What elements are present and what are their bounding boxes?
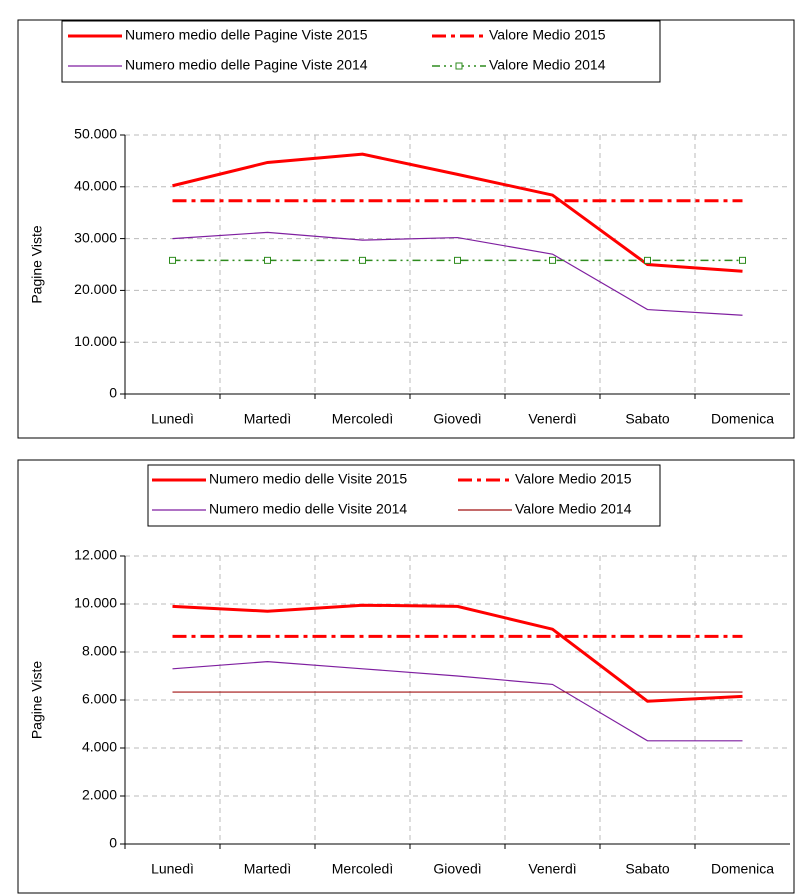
legend-label: Valore Medio 2014	[489, 57, 606, 73]
chart-frame	[17, 19, 795, 439]
y-tick-label: 0	[109, 385, 117, 401]
legend-label: Valore Medio 2015	[515, 471, 632, 487]
y-tick-label: 2.000	[82, 787, 117, 803]
series-line	[172, 231, 743, 316]
y-tick-label: 12.000	[74, 547, 117, 563]
series-line	[172, 660, 743, 742]
x-tick-label: Domenica	[711, 861, 774, 877]
y-tick-label: 40.000	[74, 178, 117, 194]
x-tick-label: Venerdì	[528, 861, 576, 877]
legend-label: Numero medio delle Pagine Viste 2015	[125, 27, 368, 43]
legend-label: Valore Medio 2015	[489, 27, 606, 43]
x-tick-label: Sabato	[625, 411, 670, 427]
x-tick-label: Mercoledì	[332, 411, 393, 427]
x-tick-label: Giovedì	[433, 411, 481, 427]
y-tick-label: 50.000	[74, 126, 117, 142]
y-tick-label: 10.000	[74, 333, 117, 349]
legend-marker	[455, 62, 463, 70]
y-axis-label: Pagine Viste	[29, 225, 45, 304]
y-tick-label: 6.000	[82, 691, 117, 707]
y-axis-label: Pagine Viste	[29, 661, 45, 740]
y-tick-label: 20.000	[74, 281, 117, 297]
series-line	[172, 603, 743, 703]
series-marker	[739, 256, 746, 264]
legend-box	[147, 464, 661, 527]
y-tick-label: 4.000	[82, 739, 117, 755]
legend-label: Valore Medio 2014	[515, 501, 632, 517]
chart-frame	[17, 459, 795, 894]
x-tick-label: Giovedì	[433, 861, 481, 877]
y-tick-label: 30.000	[74, 229, 117, 245]
series-marker	[454, 256, 461, 264]
series-line	[172, 152, 743, 273]
series-marker	[359, 256, 366, 264]
x-tick-label: Martedì	[244, 411, 291, 427]
y-tick-label: 10.000	[74, 595, 117, 611]
x-tick-label: Mercoledì	[332, 861, 393, 877]
x-tick-label: Martedì	[244, 861, 291, 877]
legend-label: Numero medio delle Visite 2014	[209, 501, 407, 517]
legend-label: Numero medio delle Visite 2015	[209, 471, 407, 487]
series-marker	[644, 256, 651, 264]
x-tick-label: Domenica	[711, 411, 774, 427]
x-tick-label: Lunedì	[151, 411, 194, 427]
x-tick-label: Lunedì	[151, 861, 194, 877]
legend-label: Numero medio delle Pagine Viste 2014	[125, 57, 368, 73]
y-tick-label: 0	[109, 835, 117, 851]
series-marker	[549, 256, 556, 264]
legend-box	[61, 20, 661, 83]
x-tick-label: Sabato	[625, 861, 670, 877]
series-marker	[264, 256, 271, 264]
y-tick-label: 8.000	[82, 643, 117, 659]
x-tick-label: Venerdì	[528, 411, 576, 427]
series-marker	[169, 256, 176, 264]
